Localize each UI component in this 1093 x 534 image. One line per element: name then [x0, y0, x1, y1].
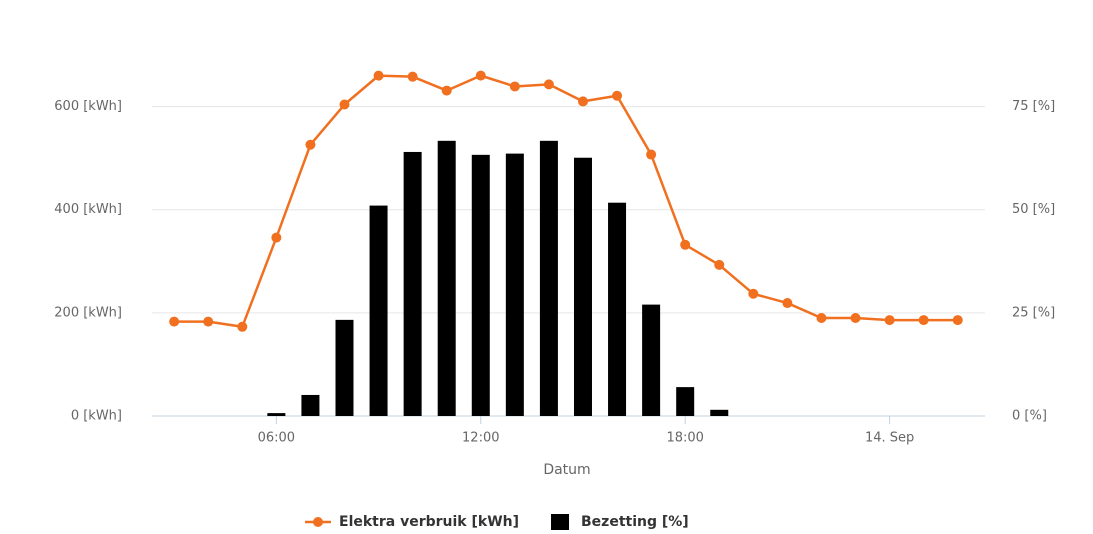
marker: [543, 79, 554, 90]
marker: [918, 315, 929, 326]
bar: [369, 205, 388, 416]
marker: [680, 239, 691, 250]
y2-tick-label: 25 [%]: [1012, 305, 1055, 320]
x-tick-label: 18:00: [666, 431, 703, 446]
bar: [505, 153, 524, 417]
x-tick-label: 14. Sep: [865, 431, 914, 446]
line: [174, 74, 958, 329]
marker: [748, 288, 759, 299]
bar: [267, 413, 286, 416]
bar: [573, 157, 592, 416]
y-tick-label: 400 [kWh]: [54, 202, 122, 217]
marker: [782, 298, 793, 309]
marker: [612, 90, 623, 101]
y-tick-label: 0 [kWh]: [71, 409, 122, 424]
y2-tick-label: 0 [%]: [1012, 409, 1047, 424]
bar: [539, 140, 558, 416]
marker: [884, 315, 895, 326]
bar: [471, 154, 490, 416]
bar: [710, 409, 729, 416]
marker: [441, 85, 452, 96]
marker: [714, 259, 725, 270]
bar: [403, 151, 422, 416]
bar: [301, 394, 320, 416]
bar: [676, 387, 695, 416]
marker: [373, 70, 384, 81]
bar: [437, 140, 456, 416]
x-axis-title: Datum: [543, 462, 590, 478]
y-tick-label: 600 [kWh]: [54, 99, 122, 114]
legend-symbol: [551, 514, 570, 530]
marker: [509, 81, 520, 92]
bar: [608, 202, 627, 416]
marker: [237, 321, 248, 332]
marker: [646, 149, 657, 160]
marker: [305, 139, 316, 150]
y-tick-label: 200 [kWh]: [54, 305, 122, 320]
y2-tick-label: 75 [%]: [1012, 99, 1055, 114]
legend-label[interactable]: Elektra verbruik [kWh]: [339, 514, 519, 530]
marker: [475, 70, 486, 81]
legend-symbol: [313, 517, 323, 527]
marker: [203, 316, 214, 327]
x-tick-label: 12:00: [462, 431, 499, 446]
marker: [407, 71, 418, 82]
marker: [339, 99, 350, 110]
marker: [816, 313, 827, 324]
bar: [642, 304, 661, 416]
bar: [335, 319, 354, 416]
marker: [850, 313, 861, 324]
marker: [952, 315, 963, 326]
x-tick-label: 06:00: [258, 431, 295, 446]
legend-label[interactable]: Bezetting [%]: [581, 514, 689, 530]
y2-tick-label: 50 [%]: [1012, 202, 1055, 217]
marker: [169, 316, 180, 327]
marker: [577, 96, 588, 107]
marker: [271, 232, 282, 243]
